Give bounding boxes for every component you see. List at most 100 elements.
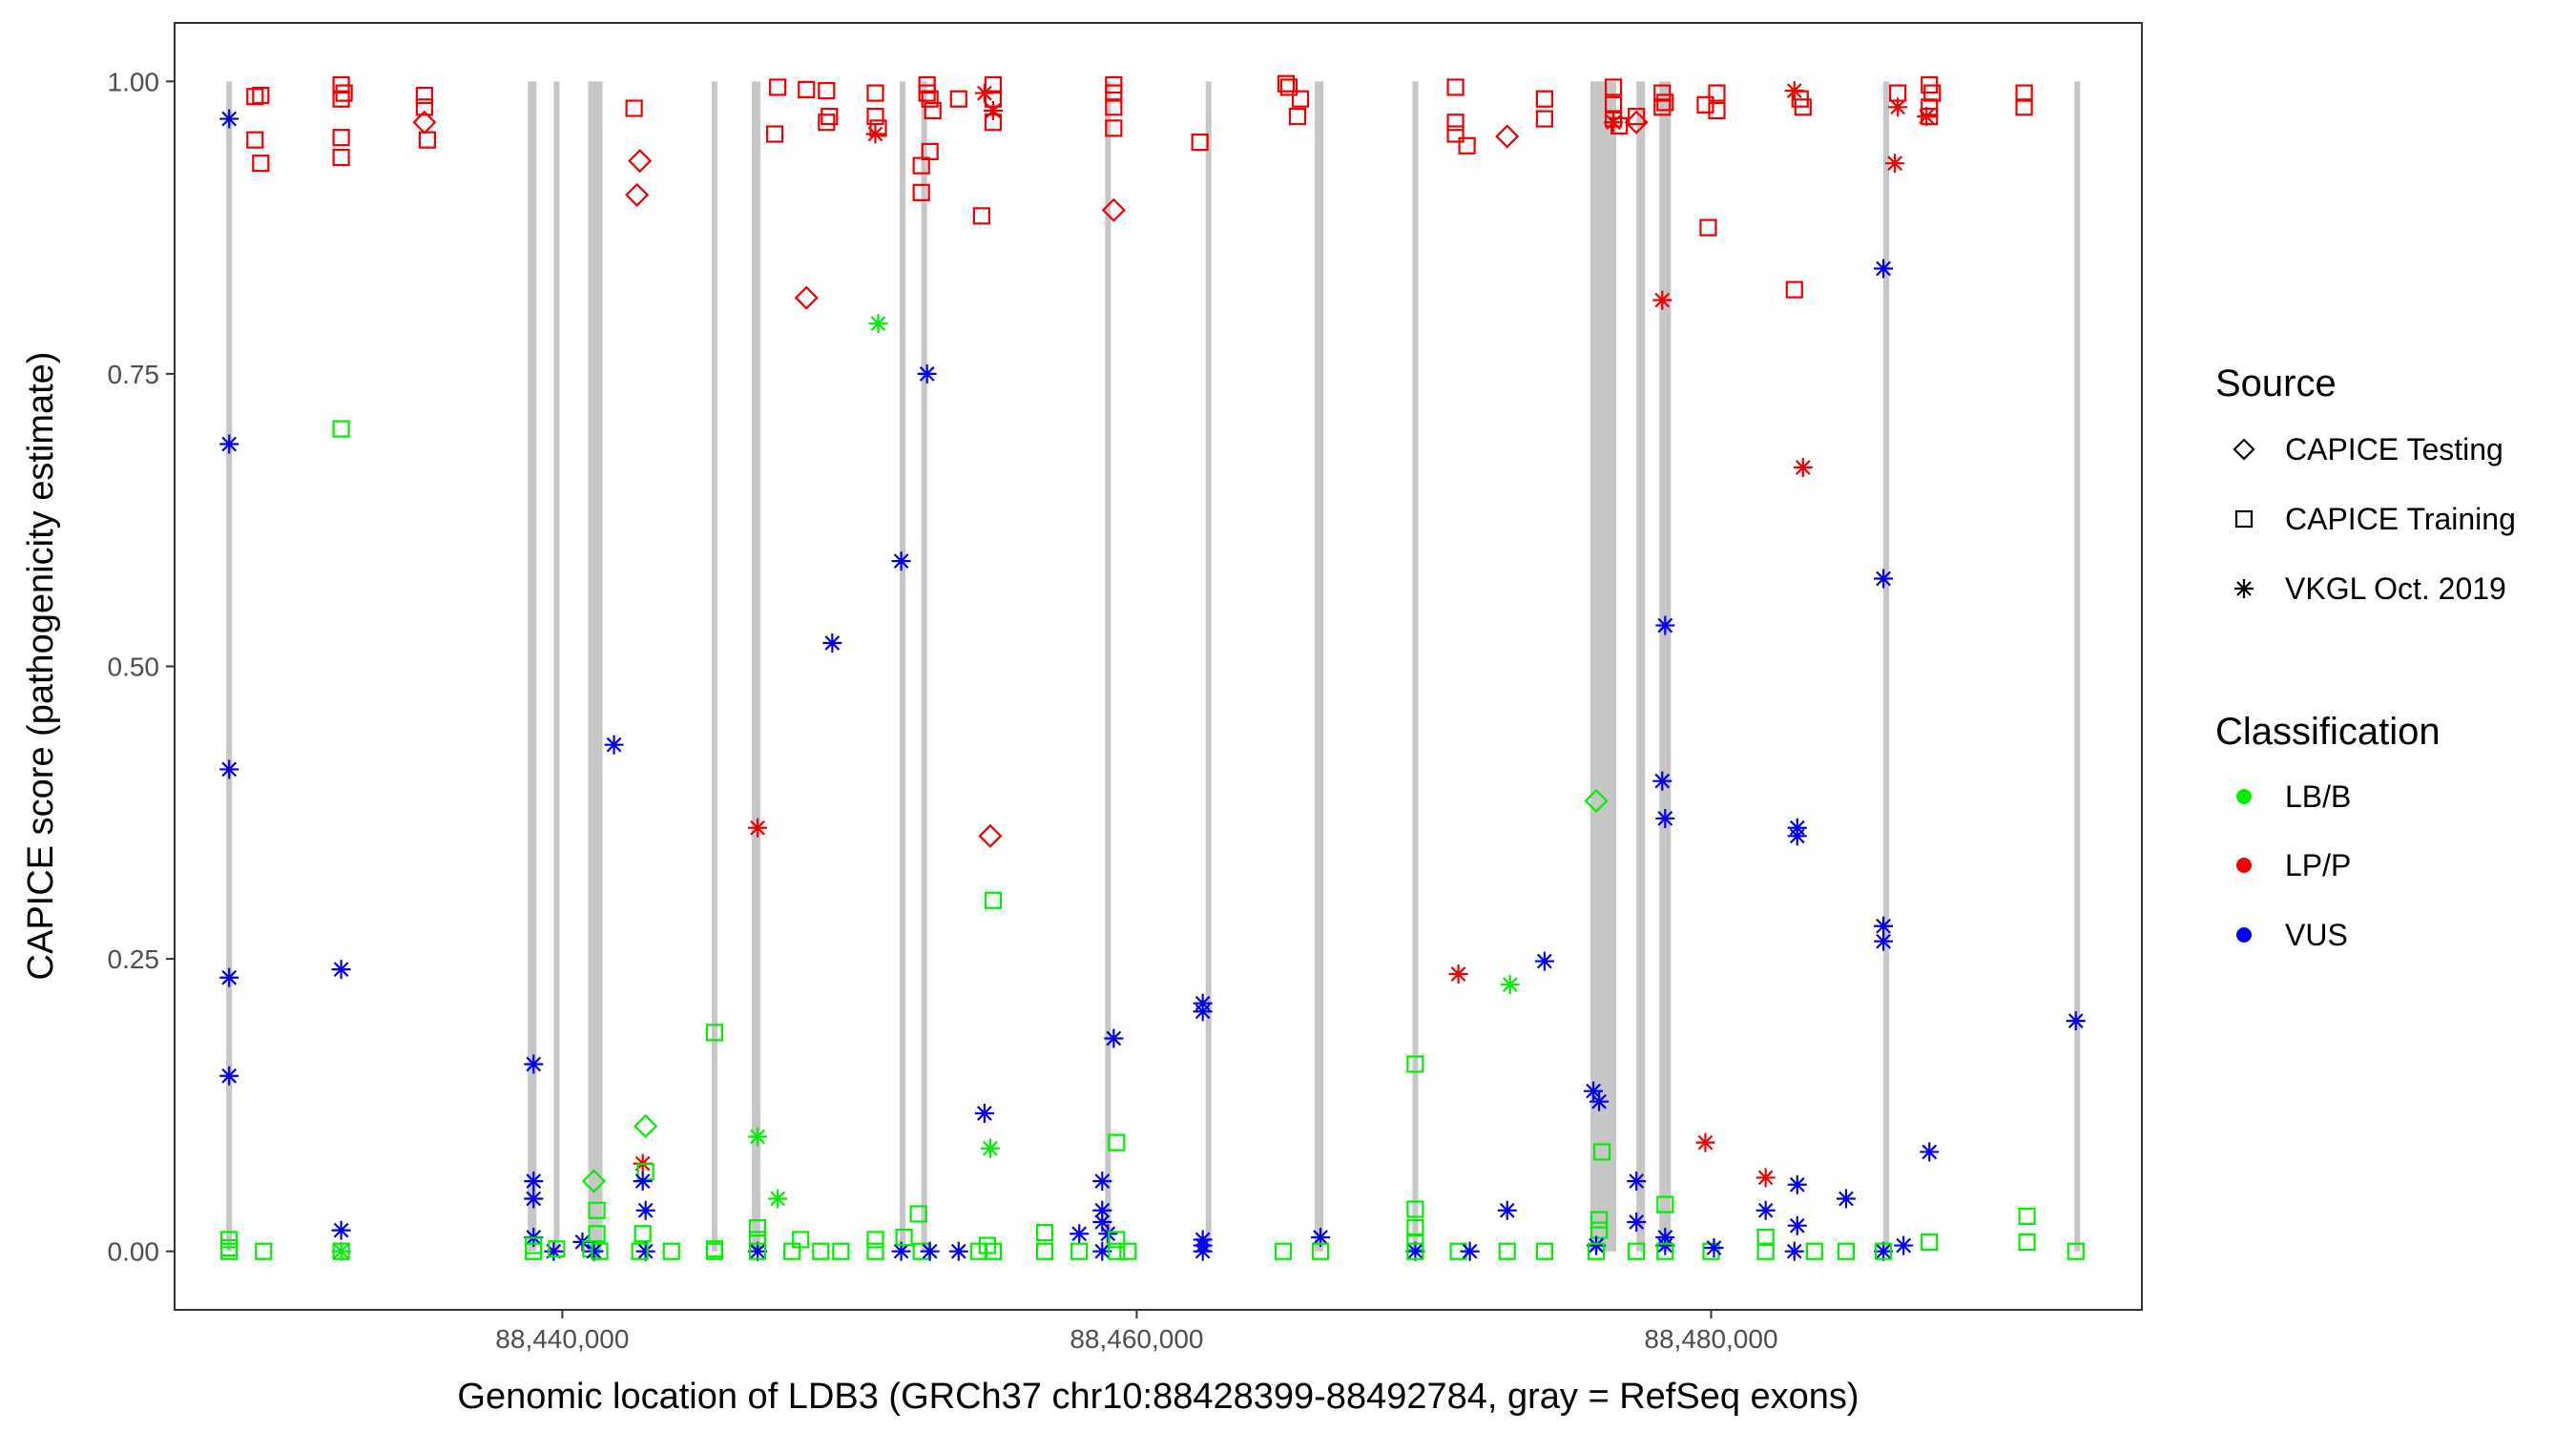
point-asterisk bbox=[221, 1068, 238, 1084]
point-asterisk bbox=[1795, 460, 1811, 475]
point-asterisk bbox=[1654, 292, 1671, 308]
x-tick-label: 88,440,000 bbox=[495, 1324, 629, 1354]
point-square bbox=[2067, 1242, 2085, 1260]
legend-asterisk-stroke bbox=[2236, 581, 2252, 596]
point-diamond bbox=[1495, 124, 1520, 149]
point-square bbox=[1458, 136, 1476, 155]
point-asterisk bbox=[1450, 966, 1466, 982]
point-diamond bbox=[625, 182, 650, 207]
point-square bbox=[246, 131, 264, 149]
data-point bbox=[252, 155, 270, 173]
data-point bbox=[1092, 1241, 1112, 1261]
point-square bbox=[1785, 280, 1803, 299]
data-point bbox=[625, 99, 643, 117]
point-diamond bbox=[634, 1113, 658, 1139]
point-square bbox=[818, 82, 836, 100]
data-point bbox=[1500, 975, 1520, 995]
data-point bbox=[1837, 1242, 1856, 1260]
point-square bbox=[918, 84, 936, 102]
point-square bbox=[415, 98, 433, 116]
point-asterisk bbox=[1629, 1214, 1645, 1230]
data-point bbox=[246, 131, 264, 149]
data-point bbox=[895, 1228, 913, 1247]
data-point bbox=[1874, 569, 1894, 589]
data-point bbox=[818, 82, 836, 100]
data-point bbox=[524, 1054, 544, 1074]
data-point bbox=[1119, 1242, 1137, 1260]
y-axis: 0.00 0.25 0.50 0.75 1.00 bbox=[108, 67, 175, 1267]
data-point bbox=[633, 1172, 653, 1192]
y-tick-label: 1.00 bbox=[108, 67, 160, 96]
data-point bbox=[1628, 108, 1646, 126]
point-diamond bbox=[1584, 788, 1609, 814]
point-square bbox=[631, 1242, 649, 1260]
data-point bbox=[1627, 1172, 1647, 1192]
data-point bbox=[1291, 90, 1310, 108]
data-point bbox=[1035, 1223, 1054, 1242]
data-point bbox=[1446, 114, 1465, 132]
point-square bbox=[1535, 110, 1553, 128]
data-point bbox=[1448, 964, 1468, 985]
point-asterisk bbox=[2067, 1013, 2084, 1028]
exon-band bbox=[1315, 81, 1324, 1252]
data-point bbox=[581, 1169, 607, 1193]
data-point bbox=[2015, 98, 2033, 116]
point-asterisk bbox=[983, 1140, 998, 1156]
point-square bbox=[255, 1242, 273, 1260]
data-point bbox=[1704, 1238, 1724, 1258]
point-square bbox=[2018, 1207, 2036, 1225]
data-point bbox=[1108, 1231, 1126, 1249]
point-asterisk bbox=[1313, 1230, 1328, 1245]
point-square bbox=[1108, 1231, 1126, 1249]
exon-band bbox=[1205, 81, 1212, 1252]
data-point bbox=[1655, 615, 1675, 635]
point-asterisk bbox=[919, 366, 935, 382]
data-point bbox=[1656, 1195, 1674, 1213]
data-point bbox=[1277, 74, 1296, 93]
point-square bbox=[332, 129, 350, 147]
point-square bbox=[220, 1242, 239, 1260]
data-point bbox=[625, 182, 650, 207]
legend-title-source: Source bbox=[2215, 363, 2337, 404]
data-point bbox=[866, 1231, 884, 1249]
legend-label-capice-testing: CAPICE Testing bbox=[2285, 432, 2503, 467]
data-point bbox=[219, 109, 239, 129]
exon-band bbox=[1659, 81, 1672, 1252]
exon-band bbox=[1590, 81, 1617, 1252]
data-point bbox=[748, 1242, 767, 1260]
data-point bbox=[1311, 1242, 1330, 1260]
y-tick-label: 0.25 bbox=[108, 944, 160, 974]
data-point bbox=[584, 1241, 604, 1261]
point-square bbox=[1105, 98, 1123, 116]
exon-band bbox=[900, 81, 906, 1252]
data-point bbox=[1610, 116, 1629, 135]
data-point bbox=[921, 90, 939, 108]
point-asterisk bbox=[1094, 1202, 1111, 1218]
point-asterisk bbox=[1195, 1243, 1211, 1259]
data-point bbox=[525, 1242, 543, 1260]
data-point bbox=[1193, 1002, 1213, 1022]
point-square bbox=[1605, 95, 1623, 114]
exon-band bbox=[1412, 81, 1419, 1252]
point-square bbox=[588, 1201, 606, 1219]
data-point bbox=[219, 1066, 239, 1086]
y-axis-label: CAPICE score (pathogenicity estimate) bbox=[21, 352, 61, 981]
data-point bbox=[1605, 78, 1623, 96]
data-point bbox=[1785, 280, 1803, 299]
data-point bbox=[1101, 197, 1126, 222]
data-point bbox=[1592, 1143, 1611, 1161]
point-asterisk bbox=[586, 1243, 602, 1259]
point-square bbox=[969, 1242, 987, 1260]
point-asterisk bbox=[637, 1202, 654, 1218]
point-asterisk bbox=[634, 1173, 651, 1189]
point-asterisk bbox=[1657, 811, 1673, 826]
exon-band bbox=[921, 81, 927, 1252]
data-point bbox=[2066, 1011, 2086, 1031]
legend-square-icon bbox=[2234, 509, 2254, 529]
data-point bbox=[1885, 154, 1905, 174]
data-point bbox=[918, 84, 936, 102]
data-point bbox=[1108, 1133, 1126, 1151]
point-square bbox=[2015, 98, 2033, 116]
point-square bbox=[818, 114, 836, 132]
point-asterisk bbox=[1757, 1170, 1774, 1186]
